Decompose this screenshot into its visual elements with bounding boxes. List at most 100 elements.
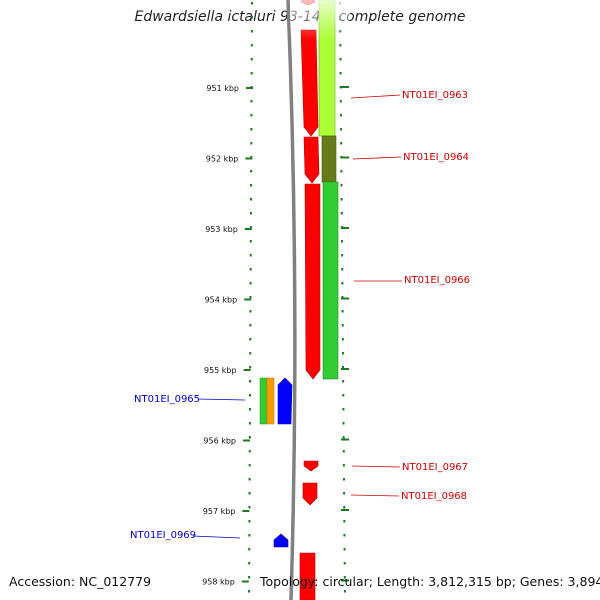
minor-tick-outer [341,254,344,257]
minor-tick-outer [343,534,346,537]
gene-arrow-NT01EI_0969[interactable] [273,533,289,548]
minor-tick-outer [342,422,345,425]
reverse-genes [259,377,293,548]
minor-tick-inner [248,408,251,411]
kbp-label: 958 kbp [202,578,235,587]
minor-tick-inner [250,198,253,201]
minor-tick-outer [343,562,346,565]
gene-arrow-NT01EI_0965[interactable] [277,377,293,425]
minor-tick-outer [341,296,344,299]
minor-tick-outer [341,310,344,313]
minor-tick-outer [342,478,345,481]
gene-label-0966[interactable]: NT01EI_0966 [404,275,470,286]
leader-line-0969 [192,535,241,539]
minor-tick-outer [343,576,346,579]
cog-band-reverse-orange [266,377,275,425]
minor-tick-outer [340,142,343,145]
minor-tick-inner [248,576,251,579]
gene-arrow-NT01EI_0966[interactable] [304,183,321,380]
minor-tick-outer [342,408,345,411]
gene-arrow-NT01EI_0964[interactable] [303,136,320,184]
gene-arrow-NT01EI_0963[interactable] [300,29,319,137]
gene-label-0963[interactable]: NT01EI_0963 [402,90,468,101]
minor-tick-outer [342,366,345,369]
minor-tick-inner [249,352,252,355]
minor-tick-outer [339,114,342,117]
minor-tick-inner [249,268,252,271]
gene-label-0964[interactable]: NT01EI_0964 [403,152,469,163]
minor-tick-inner [250,16,253,19]
gene-arrow-NT01EI_0968[interactable] [302,482,318,506]
minor-tick-inner [248,450,251,453]
minor-tick-outer [340,128,343,131]
minor-tick-outer [343,506,346,509]
minor-tick-inner [249,338,252,341]
minor-tick-outer [341,324,344,327]
gene-label-0968[interactable]: NT01EI_0968 [401,491,467,502]
leader-line-0963 [350,94,401,99]
minor-tick-inner [248,506,251,509]
kbp-label: 954 kbp [205,296,238,305]
minor-tick-inner [248,590,251,593]
minor-tick-outer [340,212,343,215]
minor-tick-outer [339,72,342,75]
minor-tick-inner [249,212,252,215]
minor-tick-outer [343,492,346,495]
minor-tick-outer [341,268,344,271]
leader-line-0964 [352,156,402,160]
kbp-label: 956 kbp [203,437,236,446]
minor-tick-outer [341,240,343,243]
minor-tick-inner [248,422,251,425]
gene-arrow-NT01EI_0967[interactable] [303,460,319,472]
minor-tick-outer [339,58,342,61]
minor-tick-outer [341,282,344,285]
kbp-scale: 951 kbp 952 kbp 953 kbp 954 kbp 955 kbp 956 k… [202,84,349,587]
kbp-label: 953 kbp [205,225,238,234]
kbp-label: 955 kbp [204,366,237,375]
minor-tick-inner [249,366,252,369]
genome-backbone [286,0,297,600]
gene-labels: NT01EI_0963 NT01EI_0964 NT01EI_0966 NT01… [130,90,470,541]
minor-tick-inner [249,296,252,299]
gene-label-0965[interactable]: NT01EI_0965 [134,394,200,405]
minor-tick-inner [250,44,253,47]
leader-line-0968 [350,494,400,497]
minor-tick-outer [339,100,342,103]
minor-tick-inner [250,114,253,117]
minor-tick-inner [250,156,253,159]
minor-tick-outer [340,198,343,201]
minor-tick-inner [250,58,253,61]
minor-tick-inner [248,562,251,565]
minor-tick-inner [250,142,253,145]
cog-band-reverse-green [259,377,268,425]
kbp-label: 957 kbp [203,507,236,516]
minor-tick-outer [341,352,344,355]
cog-bands [318,0,339,380]
accession-text: Accession: NC_012779 [9,574,152,589]
minor-tick-inner [250,128,253,131]
minor-tick-inner [248,464,251,467]
gene-label-0967[interactable]: NT01EI_0967 [402,462,468,473]
tick-rings [248,2,346,593]
minor-tick-inner [250,30,253,33]
minor-tick-outer [342,436,345,439]
minor-tick-inner [248,436,251,439]
minor-tick-outer [343,548,346,551]
minor-tick-inner [250,2,253,5]
minor-tick-outer [342,450,345,453]
minor-tick-inner [250,170,253,173]
minor-tick-inner [249,226,252,229]
minor-tick-outer [339,44,342,47]
minor-tick-inner [248,492,251,495]
minor-tick-inner [249,282,252,285]
minor-tick-inner [249,324,252,327]
minor-tick-inner [248,520,251,523]
gene-arrow-bottom [299,552,316,600]
minor-tick-inner [248,548,251,551]
gene-label-0969[interactable]: NT01EI_0969 [130,530,196,541]
minor-tick-inner [249,254,252,257]
kbp-label: 952 kbp [206,155,239,164]
minor-tick-outer [342,464,345,467]
minor-tick-inner [250,184,253,187]
topology-text: Topology: circular; Length: 3,812,315 bp… [260,574,600,589]
